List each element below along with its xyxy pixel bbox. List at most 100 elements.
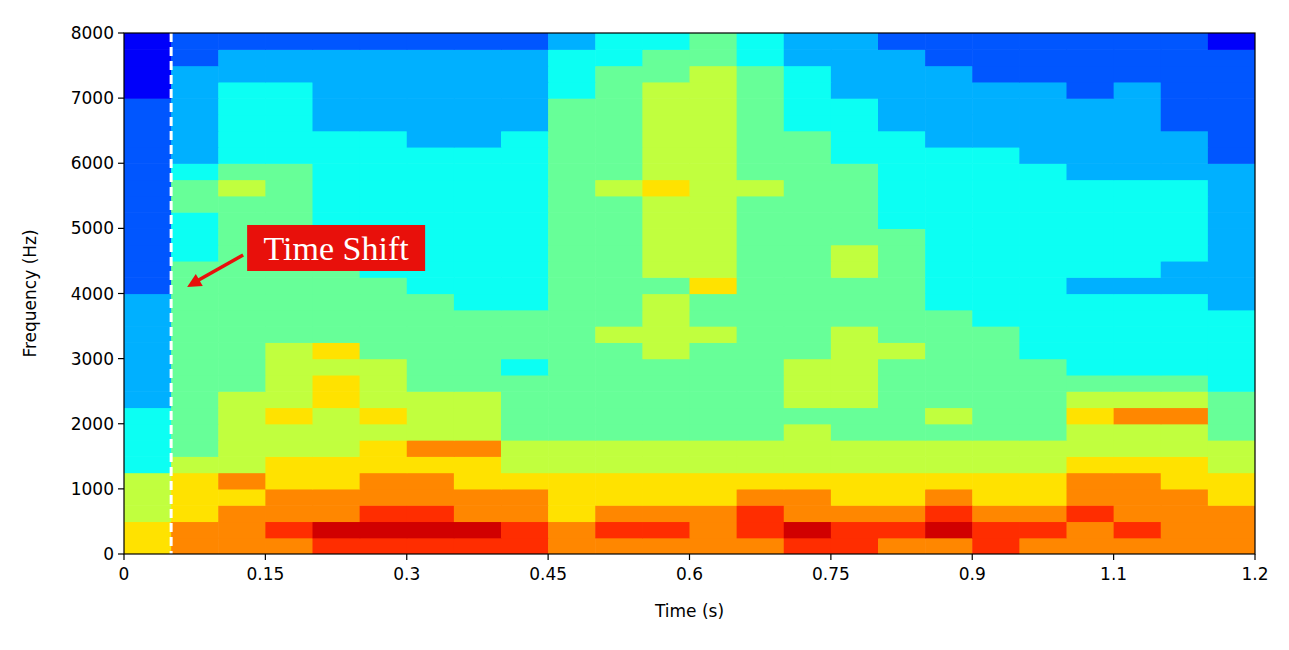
heat-cell (784, 261, 832, 278)
heat-cell (878, 196, 926, 213)
heat-cell (407, 294, 455, 311)
heat-cell (265, 473, 313, 490)
heat-cell (265, 407, 313, 424)
heat-cell (1067, 98, 1115, 115)
heat-cell (171, 163, 219, 180)
heat-cell (1067, 245, 1115, 262)
heat-cell (124, 66, 172, 83)
heat-cell (878, 49, 926, 66)
heat-cell (407, 98, 455, 115)
heat-cell (784, 196, 832, 213)
heat-cell (1067, 489, 1115, 506)
heat-cell (1161, 489, 1209, 506)
heat-cell (1067, 407, 1115, 424)
heat-cell (218, 310, 266, 327)
heat-cell (360, 196, 408, 213)
heat-cell (1208, 440, 1255, 457)
heat-cell (1019, 521, 1067, 538)
heat-cell (690, 98, 738, 115)
heat-cell (1067, 196, 1115, 213)
heat-cell (784, 180, 832, 197)
heat-cell (265, 277, 313, 294)
heat-cell (1114, 33, 1162, 50)
heat-cell (124, 196, 172, 213)
y-tick-label: 1000 (71, 479, 114, 499)
heat-cell (548, 163, 596, 180)
heat-cell (218, 456, 266, 473)
heat-cell (1161, 359, 1209, 376)
heat-cell (831, 391, 879, 408)
heat-cell (1019, 131, 1067, 148)
heat-cell (265, 49, 313, 66)
heat-cell (595, 521, 643, 538)
heat-cell (171, 440, 219, 457)
heat-cell (831, 521, 879, 538)
heat-cell (1019, 98, 1067, 115)
y-tick-label: 6000 (71, 153, 114, 173)
heat-cell (1161, 326, 1209, 343)
heat-cell (831, 424, 879, 441)
heat-cell (501, 66, 549, 83)
heat-cell (595, 326, 643, 343)
heat-cell (1208, 245, 1255, 262)
heat-cell (595, 163, 643, 180)
heat-cell (784, 538, 832, 554)
heat-cell (454, 66, 502, 83)
heat-cell (1067, 114, 1115, 131)
heat-cell (1019, 261, 1067, 278)
x-tick-label: 0.9 (959, 564, 986, 584)
heat-cell (1161, 82, 1209, 99)
heat-cell (1161, 342, 1209, 359)
heat-cell (454, 180, 502, 197)
heat-cell (124, 163, 172, 180)
heat-cell (1067, 505, 1115, 522)
heat-cell (1067, 424, 1115, 441)
heat-cell (454, 310, 502, 327)
heat-cell (1114, 359, 1162, 376)
heat-cell (1161, 98, 1209, 115)
heat-cell (454, 375, 502, 392)
heat-cell (690, 310, 738, 327)
heat-cell (737, 521, 785, 538)
heat-cell (831, 294, 879, 311)
heat-cell (878, 163, 926, 180)
heat-cell (831, 98, 879, 115)
heat-cell (1208, 131, 1255, 148)
heat-cell (313, 424, 361, 441)
heat-cell (972, 473, 1020, 490)
heat-cell (690, 521, 738, 538)
heat-cell (1019, 196, 1067, 213)
heat-cell (454, 196, 502, 213)
heat-cell (925, 456, 973, 473)
heat-cell (1161, 196, 1209, 213)
heat-cell (595, 212, 643, 229)
heat-cell (171, 294, 219, 311)
heat-cell (595, 98, 643, 115)
heat-cell (171, 180, 219, 197)
x-tick (1254, 554, 1255, 560)
heat-cell (218, 326, 266, 343)
heat-cell (360, 489, 408, 506)
heat-cell (218, 391, 266, 408)
heat-cell (925, 489, 973, 506)
heat-cell (878, 391, 926, 408)
heat-cell (690, 440, 738, 457)
heat-cell (831, 310, 879, 327)
heat-cell (501, 473, 549, 490)
heat-cell (454, 391, 502, 408)
heat-cell (1114, 245, 1162, 262)
heat-cell (595, 228, 643, 245)
heat-cell (642, 391, 690, 408)
heat-cell (925, 407, 973, 424)
heat-cell (313, 505, 361, 522)
heat-cell (501, 310, 549, 327)
heat-cell (737, 456, 785, 473)
heat-cell (831, 489, 879, 506)
heat-cell (595, 82, 643, 99)
heat-cell (265, 180, 313, 197)
heat-cell (360, 505, 408, 522)
heat-cell (1019, 228, 1067, 245)
heat-cell (501, 505, 549, 522)
heat-cell (972, 66, 1020, 83)
heat-cell (595, 342, 643, 359)
